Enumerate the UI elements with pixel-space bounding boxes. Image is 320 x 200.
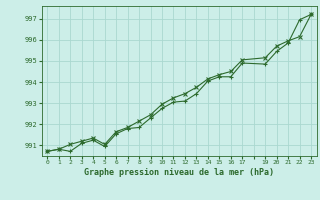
X-axis label: Graphe pression niveau de la mer (hPa): Graphe pression niveau de la mer (hPa) [84, 168, 274, 177]
